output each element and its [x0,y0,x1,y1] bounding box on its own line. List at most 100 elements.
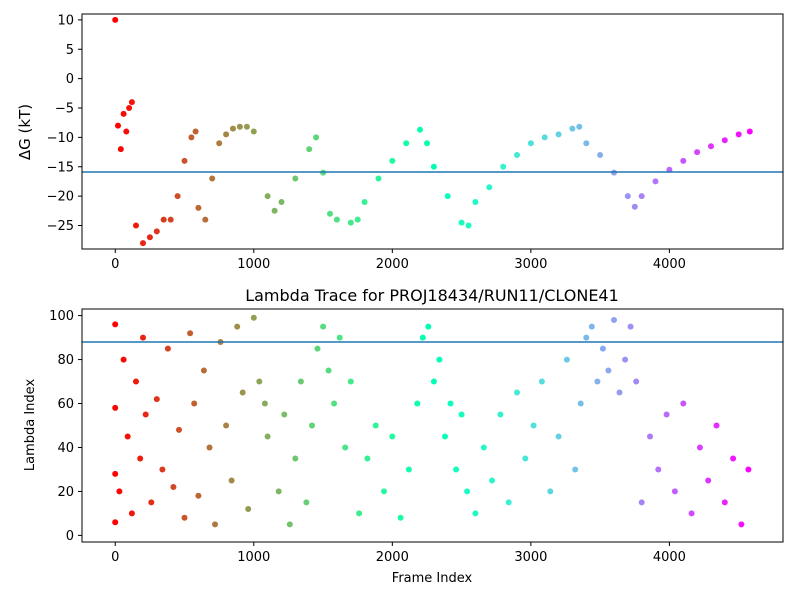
lambda-trace-title: Lambda Trace for PROJ18434/RUN11/CLONE41 [245,286,619,305]
data-point [116,488,123,495]
data-point [195,492,202,499]
data-point [187,330,194,337]
data-point [583,334,590,341]
data-point [666,166,673,173]
data-point [278,199,285,205]
data-point [325,367,332,374]
data-point [622,356,629,363]
data-point [120,110,127,117]
lambda-trace-chart: Lambda Trace for PROJ18434/RUN11/CLONE41… [23,286,784,586]
data-point [303,499,310,506]
data-point [112,404,119,411]
data-point [243,123,250,130]
data-point [192,128,199,135]
data-point [638,499,645,506]
data-point [292,175,299,182]
data-point [128,99,135,106]
data-point [146,234,153,241]
data-point [694,149,701,156]
data-point [569,125,576,132]
data-point [124,433,131,440]
y-tick-label: 40 [57,441,74,456]
data-point [696,444,703,451]
data-point [505,499,512,506]
data-point [389,433,396,440]
data-point [234,323,241,330]
y-tick-label: 20 [57,485,74,500]
y-tick-label: −25 [47,219,74,234]
x-tick-label: 3000 [514,257,547,272]
y-tick-label: 0 [66,529,74,544]
data-point [176,426,182,433]
data-point [216,140,223,147]
data-point [458,219,465,226]
data-point [228,477,235,484]
data-point [160,216,167,223]
data-point [576,123,583,130]
data-point [181,157,188,164]
delta-g-y-ticks: 10 5 0 −5 −10 −15 −20 −25 [47,13,82,234]
x-tick-label: 2000 [376,550,409,565]
data-point [541,134,548,141]
data-point [624,193,631,200]
data-point [713,422,720,429]
data-point [583,140,590,147]
data-point [514,389,520,396]
data-point [480,444,487,451]
data-point [112,470,119,477]
data-point [588,323,595,330]
delta-g-x-ticks: 0 1000 2000 3000 4000 [111,249,686,272]
data-point [170,484,177,490]
data-point [313,134,320,141]
lambda-points [112,314,752,528]
data-point [292,455,299,462]
data-point [264,433,271,440]
data-point [652,178,659,185]
data-point [364,455,371,462]
y-tick-label: 10 [57,13,74,28]
data-point [447,400,454,407]
data-point [730,455,737,462]
data-point [555,433,562,440]
lambda-plot-frame [81,308,784,543]
lambda-x-ticks: 0 1000 2000 3000 4000 [111,542,686,565]
y-tick-label: −20 [47,190,74,205]
delta-g-points [112,16,753,247]
data-point [425,323,432,330]
data-point [314,345,321,352]
data-point [680,157,687,164]
data-point [577,400,584,407]
data-point [126,105,133,111]
delta-g-plot-frame [81,13,784,250]
data-point [133,378,139,385]
data-point [721,137,728,144]
data-point [275,488,282,495]
data-point [153,396,160,403]
x-tick-label: 0 [111,550,119,565]
data-point [705,477,712,484]
data-point [472,199,479,205]
data-point [405,466,412,473]
data-point [195,204,202,211]
data-point [117,146,124,153]
data-point [597,152,604,158]
data-point [605,367,612,374]
x-tick-label: 1000 [237,257,270,272]
data-point [223,131,230,138]
data-point [442,433,448,440]
data-point [206,444,213,451]
data-point [663,411,670,418]
y-tick-label: 60 [57,397,74,412]
data-point [599,345,606,352]
data-point [200,367,207,374]
data-point [746,128,753,135]
data-point [430,163,437,170]
data-point [153,228,160,235]
data-point [527,140,534,147]
data-point [500,163,507,170]
data-point [489,477,496,484]
data-point [133,222,139,229]
data-point [112,519,119,526]
data-point [239,389,246,396]
data-point [530,422,537,429]
